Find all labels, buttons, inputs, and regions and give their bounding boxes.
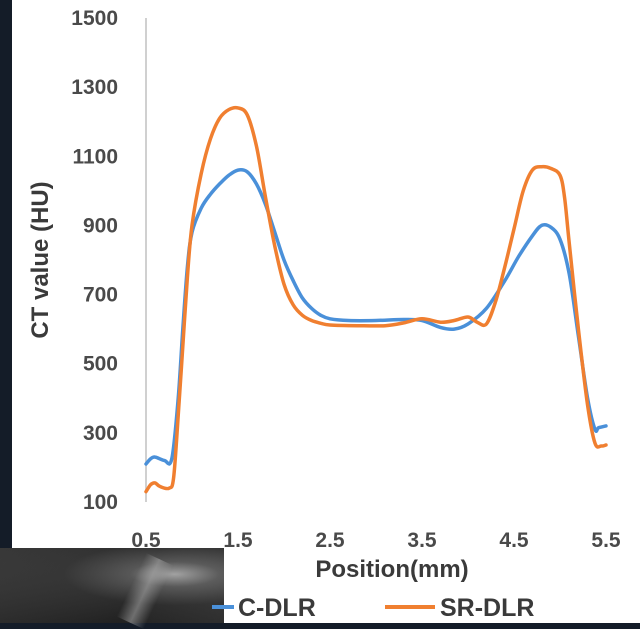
x-tick-label: 2.5	[315, 529, 345, 552]
x-tick-label: 3.5	[407, 529, 437, 552]
y-tick-labels: 100 300 500 700 900 1100 1300 1500	[71, 7, 118, 514]
legend-panel	[224, 548, 640, 623]
y-tick-label: 900	[83, 214, 118, 237]
y-tick-label: 700	[83, 284, 118, 307]
y-tick-label: 500	[83, 353, 118, 376]
y-tick-label: 100	[83, 491, 118, 514]
chart-panel	[12, 0, 640, 548]
legend: C-DLR SR-DLR	[212, 594, 534, 622]
x-tick-label: 1.5	[223, 529, 253, 552]
x-tick-labels: 0.5 1.5 2.5 3.5 4.5 5.5	[131, 529, 621, 552]
x-tick-label: 5.5	[591, 529, 621, 552]
y-tick-label: 300	[83, 422, 118, 445]
y-tick-label: 1100	[72, 145, 118, 168]
legend-label-sr-dlr: SR-DLR	[440, 594, 534, 622]
y-axis-title: CT value (HU)	[27, 181, 54, 338]
x-tick-label: 0.5	[131, 529, 161, 552]
y-tick-label: 1500	[71, 7, 118, 30]
series-line-sr-dlr	[144, 105, 608, 494]
x-axis-title: Position(mm)	[315, 556, 468, 583]
series-lines	[144, 105, 608, 494]
series-line-c-dlr	[144, 168, 608, 466]
x-tick-label: 4.5	[499, 529, 529, 552]
y-tick-label: 1300	[71, 76, 118, 99]
ct-image-inset	[0, 548, 224, 623]
legend-label-c-dlr: C-DLR	[238, 594, 316, 622]
